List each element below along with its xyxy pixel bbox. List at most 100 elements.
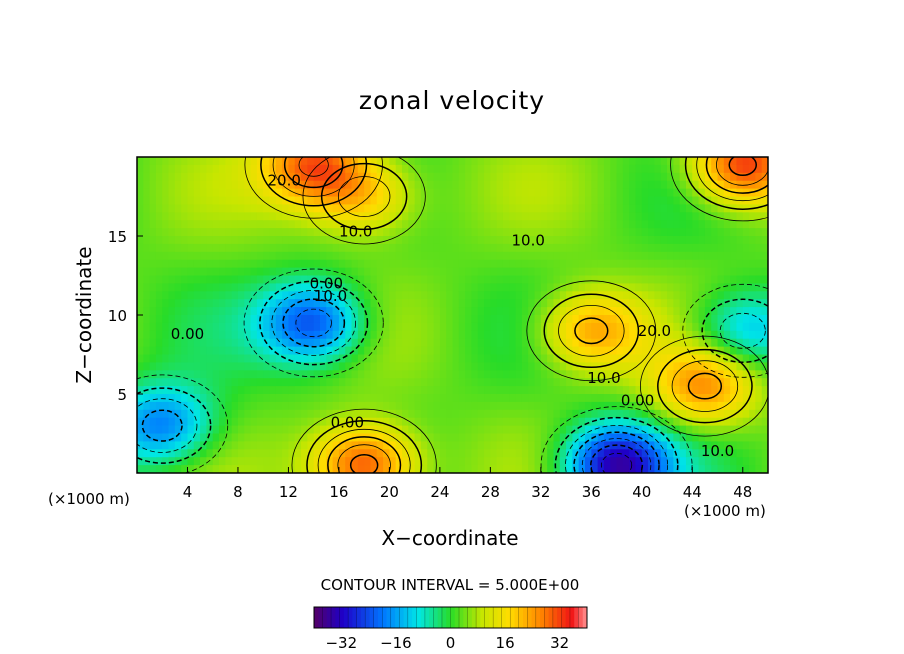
field-cell <box>490 299 498 308</box>
field-cell <box>755 449 763 458</box>
field-cell <box>458 330 466 340</box>
field-cell <box>559 204 567 213</box>
field-cell <box>237 370 245 379</box>
field-cell <box>465 330 473 340</box>
field-cell <box>597 449 605 458</box>
field-cell <box>162 267 170 277</box>
field-cell <box>509 267 517 277</box>
colorbar-frame <box>313 606 588 629</box>
field-cell <box>408 172 416 182</box>
field-cell <box>263 157 271 166</box>
contour-line <box>327 436 402 473</box>
field-cell <box>704 251 712 261</box>
field-cell <box>162 228 170 237</box>
field-cell <box>414 433 422 442</box>
field-cell <box>509 417 517 427</box>
colorbar-swatch <box>314 607 319 628</box>
field-cell <box>383 243 390 253</box>
field-cell <box>547 243 555 253</box>
field-cell <box>578 354 586 363</box>
field-cell <box>534 299 542 308</box>
field-cell <box>717 441 725 450</box>
field-cell <box>528 291 536 300</box>
field-cell <box>200 409 208 419</box>
field-cell <box>433 251 441 261</box>
field-cell <box>250 172 258 182</box>
field-cell <box>269 315 277 324</box>
field-cell <box>679 267 687 277</box>
field-cell <box>288 409 296 419</box>
field-cell <box>553 457 561 466</box>
field-cell <box>635 212 643 221</box>
field-cell <box>622 417 630 427</box>
colorbar-swatch <box>548 607 554 628</box>
field-cell <box>534 362 542 371</box>
field-cell <box>338 251 346 261</box>
field-cell <box>547 204 555 213</box>
field-cell <box>502 433 510 442</box>
field-cell <box>572 188 580 198</box>
field-cell <box>534 307 542 316</box>
field-cell <box>193 283 201 292</box>
field-cell <box>383 228 390 237</box>
field-cell <box>736 370 744 379</box>
field-cell <box>603 386 611 395</box>
field-cell <box>484 465 491 473</box>
field-cell <box>711 330 719 340</box>
field-cell <box>137 180 144 190</box>
field-cell <box>502 236 510 245</box>
field-cell <box>622 425 630 435</box>
field-cell <box>351 251 359 261</box>
field-cell <box>477 425 485 435</box>
field-cell <box>427 322 435 332</box>
field-cell <box>187 243 195 253</box>
field-cell <box>149 291 157 300</box>
field-cell <box>408 212 416 221</box>
field-cell <box>370 236 378 245</box>
field-cell <box>559 307 567 316</box>
field-cell <box>591 457 599 466</box>
field-cell <box>717 401 725 411</box>
field-cell <box>200 267 208 277</box>
field-cell <box>742 228 750 237</box>
field-cell <box>402 386 409 395</box>
field-cell <box>698 291 706 300</box>
colorbar-swatch <box>326 607 332 628</box>
field-cell <box>383 465 390 473</box>
field-cell <box>553 283 561 292</box>
field-cell <box>679 172 687 182</box>
field-cell <box>433 417 441 427</box>
field-cell <box>219 204 226 213</box>
field-cell <box>319 172 327 182</box>
field-cell <box>263 267 271 277</box>
field-cell <box>591 220 599 229</box>
field-cell <box>591 228 599 237</box>
field-cell <box>654 346 662 356</box>
field-cell <box>641 457 649 466</box>
field-cell <box>458 401 466 411</box>
field-cell <box>294 330 302 340</box>
field-cell <box>622 157 630 166</box>
field-cell <box>231 307 239 316</box>
field-cell <box>364 243 372 253</box>
field-cell <box>402 441 409 450</box>
field-cell <box>622 307 630 316</box>
field-cell <box>471 394 479 403</box>
field-cell <box>193 354 201 363</box>
field-cell <box>742 267 750 277</box>
field-cell <box>357 243 365 253</box>
field-cell <box>698 259 706 269</box>
field-cell <box>521 196 529 205</box>
field-cell <box>484 378 491 387</box>
field-cell <box>338 401 346 411</box>
field-cell <box>408 196 416 205</box>
field-cell <box>629 196 637 205</box>
field-cell <box>660 243 668 253</box>
field-cell <box>200 457 208 466</box>
field-cell <box>704 378 712 387</box>
field-cell <box>578 425 586 435</box>
field-cell <box>509 394 517 403</box>
field-cell <box>578 164 586 174</box>
field-cell <box>256 275 264 284</box>
velocity-field <box>137 157 768 473</box>
